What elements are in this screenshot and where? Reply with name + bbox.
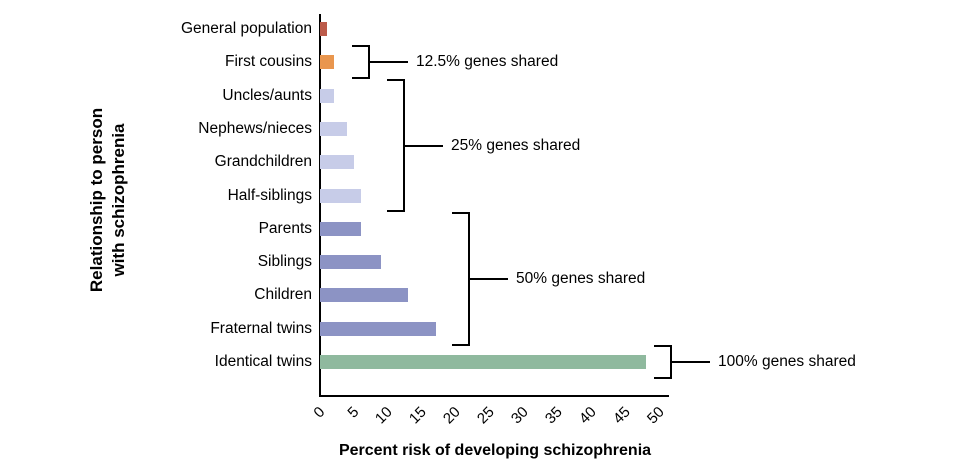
category-label-siblings: Siblings xyxy=(257,253,312,271)
bar-first-cousins xyxy=(320,55,334,70)
bar-uncles-aunts xyxy=(320,88,334,103)
bar-parents xyxy=(320,221,361,236)
bar-children xyxy=(320,288,409,303)
bar-general-population xyxy=(320,22,327,36)
genes-shared-label: 25% genes shared xyxy=(451,136,581,154)
category-label-half-siblings: Half-siblings xyxy=(227,186,312,204)
x-tick-label-20: 20 xyxy=(440,403,465,428)
category-label-general-population: General population xyxy=(181,20,312,37)
bracket-connector-line xyxy=(370,61,408,64)
x-tick-label-10: 10 xyxy=(372,403,397,428)
category-label-uncles-aunts: Uncles/aunts xyxy=(222,86,312,104)
bracket-connector-line xyxy=(470,277,508,280)
x-tick-label-5: 5 xyxy=(344,403,363,422)
x-axis-line xyxy=(319,395,669,397)
bar-nephews-nieces xyxy=(320,121,348,136)
x-tick-label-15: 15 xyxy=(406,403,431,428)
y-axis-line xyxy=(319,14,321,397)
category-label-children: Children xyxy=(254,286,312,304)
bar-siblings xyxy=(320,255,382,270)
x-tick-label-35: 35 xyxy=(542,403,567,428)
genes-shared-bracket xyxy=(654,345,672,379)
genes-shared-label: 50% genes shared xyxy=(516,269,646,287)
category-label-nephews-nieces: Nephews/nieces xyxy=(198,119,312,137)
genes-shared-label: 12.5% genes shared xyxy=(416,53,559,71)
bracket-connector-line xyxy=(405,144,443,147)
bracket-connector-line xyxy=(672,361,710,363)
x-axis-title: Percent risk of developing schizophrenia xyxy=(338,442,652,459)
genes-shared-bracket xyxy=(387,78,405,213)
x-tick-label-40: 40 xyxy=(576,403,601,428)
bar-grandchildren xyxy=(320,155,354,170)
genes-shared-bracket xyxy=(452,211,470,346)
bar-identical-twins xyxy=(320,355,647,369)
category-label-fraternal-twins: Fraternal twins xyxy=(210,319,312,337)
category-label-grandchildren: Grandchildren xyxy=(214,153,312,171)
x-tick-label-45: 45 xyxy=(610,403,635,428)
category-label-first-cousins: First cousins xyxy=(225,53,312,71)
bar-half-siblings xyxy=(320,188,361,203)
category-label-parents: Parents xyxy=(258,219,312,237)
x-tick-label-0: 0 xyxy=(310,403,329,422)
x-tick-label-25: 25 xyxy=(474,403,499,428)
x-tick-label-50: 50 xyxy=(644,403,669,428)
genes-shared-label: 100% genes shared xyxy=(718,353,856,370)
category-label-identical-twins: Identical twins xyxy=(214,353,312,370)
x-tick-label-30: 30 xyxy=(508,403,533,428)
bar-fraternal-twins xyxy=(320,321,436,336)
genes-shared-bracket xyxy=(352,45,370,80)
